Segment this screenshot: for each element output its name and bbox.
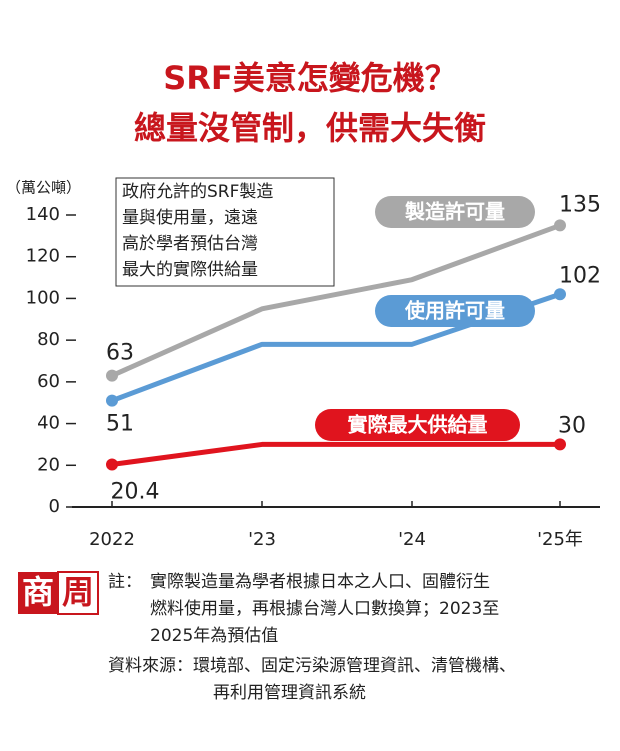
y-tick-label: 60 xyxy=(37,371,60,392)
y-tick-label: 80 xyxy=(37,329,60,350)
chart-title: 總量沒管制，供需大失衡 xyxy=(134,109,486,147)
y-tick-label: 120 xyxy=(26,246,60,267)
y-tick-label: 100 xyxy=(26,287,60,308)
data-label: 63 xyxy=(106,341,134,366)
data-label: 135 xyxy=(559,192,601,217)
logo-text: 商 xyxy=(22,573,54,611)
note-label: 註： xyxy=(108,572,142,592)
logo-text: 周 xyxy=(62,573,94,611)
x-tick-label: 2022 xyxy=(89,529,135,550)
annotation-text: 政府允許的SRF製造 xyxy=(122,182,273,202)
data-point xyxy=(106,458,118,471)
y-tick-label: 0 xyxy=(49,496,60,517)
legend-label: 使用許可量 xyxy=(404,299,505,323)
data-label: 102 xyxy=(559,263,601,288)
logo-box xyxy=(57,571,99,615)
legend-pill xyxy=(315,409,520,441)
y-tick-label: 40 xyxy=(37,413,60,434)
data-point xyxy=(106,369,118,382)
chart-title: SRF美意怎變危機？ xyxy=(163,59,457,97)
annotation-text: 高於學者預估台灣 xyxy=(122,234,258,254)
annotation-box xyxy=(115,177,335,287)
annotation-text: 最大的實際供給量 xyxy=(122,260,258,280)
annotation-text: 量與使用量，遠遠 xyxy=(122,207,258,228)
note-text: 2025年為預估值 xyxy=(150,626,278,646)
note-text: 實際製造量為學者根據日本之人口、固體衍生 xyxy=(150,572,490,592)
legend-pill xyxy=(375,196,535,228)
series-line xyxy=(111,441,560,467)
data-point xyxy=(106,394,118,407)
legend-label: 製造許可量 xyxy=(405,200,505,224)
data-label: 30 xyxy=(558,413,586,438)
y-axis-label: （萬公噸） xyxy=(6,179,81,197)
data-label: 51 xyxy=(106,412,134,437)
y-tick-label: 20 xyxy=(37,454,60,475)
data-label: 20.4 xyxy=(111,479,160,504)
y-tick-label: 140 xyxy=(26,204,60,225)
note-text: 燃料使用量，再根據台灣人口數換算；2023至 xyxy=(150,598,499,619)
series-line xyxy=(110,223,561,378)
source-text: 環境部、固定污染源管理資訊、清管機構、 xyxy=(193,656,516,676)
x-tick-label: '23 xyxy=(248,529,276,550)
data-point xyxy=(554,288,566,301)
x-tick-label: '24 xyxy=(398,529,426,550)
data-point xyxy=(554,438,566,451)
source-text: 再利用管理資訊系統 xyxy=(213,683,366,703)
data-point xyxy=(554,219,566,232)
x-tick-label: '25年 xyxy=(537,529,583,550)
legend-label: 實際最大供給量 xyxy=(348,413,488,437)
logo-box xyxy=(18,572,58,614)
legend-pill xyxy=(375,295,535,327)
source-label: 資料來源： xyxy=(108,656,193,676)
